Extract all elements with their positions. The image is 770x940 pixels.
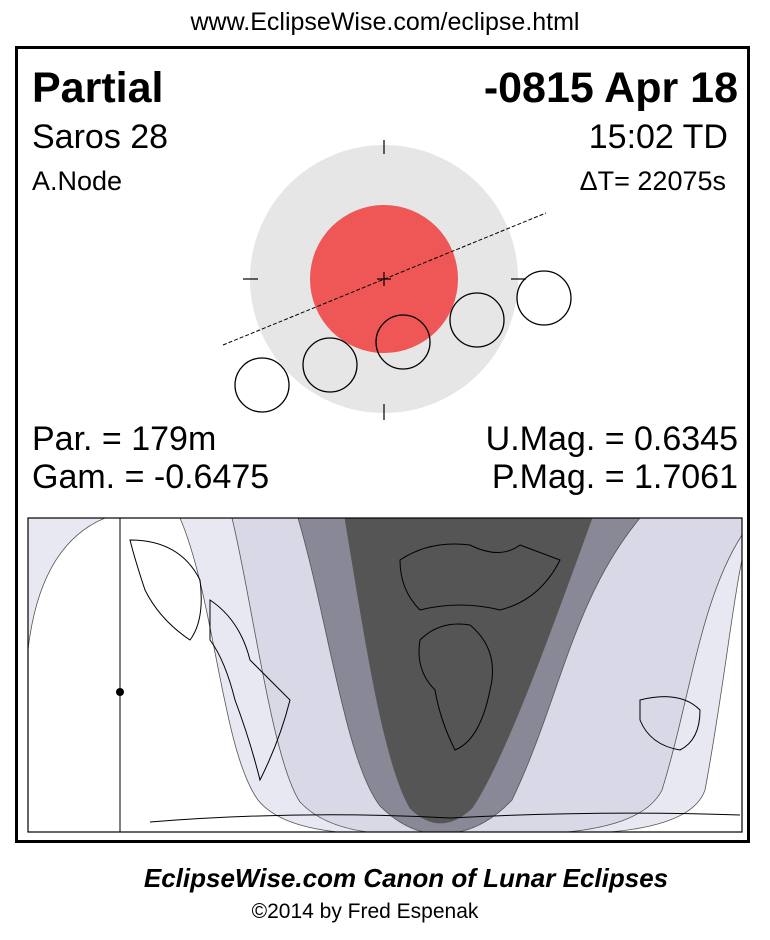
penumbral-magnitude: P.Mag. = 1.7061 xyxy=(491,458,738,496)
moon-u1 xyxy=(302,337,358,393)
moon-p4 xyxy=(516,270,572,326)
gamma: Gam. = -0.6475 xyxy=(32,458,270,496)
umbral-magnitude: U.Mag. = 0.6345 xyxy=(485,420,738,458)
moon-u4 xyxy=(449,292,505,348)
moon-p1 xyxy=(234,357,290,413)
eclipse-type: Partial xyxy=(32,64,164,112)
ecliptic-path xyxy=(222,212,547,346)
partial-duration: Par. = 179m xyxy=(32,420,217,458)
footer-copyright: ©2014 by Fred Espenak xyxy=(251,900,479,923)
node: A.Node xyxy=(32,166,123,196)
full-visibility xyxy=(344,518,593,824)
footer-title: EclipseWise.com Canon of Lunar Eclipses xyxy=(143,863,669,893)
greatest-eclipse-point xyxy=(116,688,124,696)
source-url: www.EclipseWise.com/eclipse.html xyxy=(190,8,580,36)
saros-number: Saros 28 xyxy=(32,118,169,156)
eclipse-date: -0815 Apr 18 xyxy=(483,64,738,112)
eclipse-time: 15:02 TD xyxy=(588,118,728,156)
coastlines xyxy=(129,539,741,823)
moon-greatest xyxy=(375,314,431,370)
visibility-map xyxy=(27,517,743,833)
delta-t: ΔT= 22075s xyxy=(579,166,726,196)
eclipse-panel xyxy=(15,46,750,843)
moon-positions xyxy=(234,270,572,413)
penumbral-visibility-outer-wrap xyxy=(28,518,106,651)
